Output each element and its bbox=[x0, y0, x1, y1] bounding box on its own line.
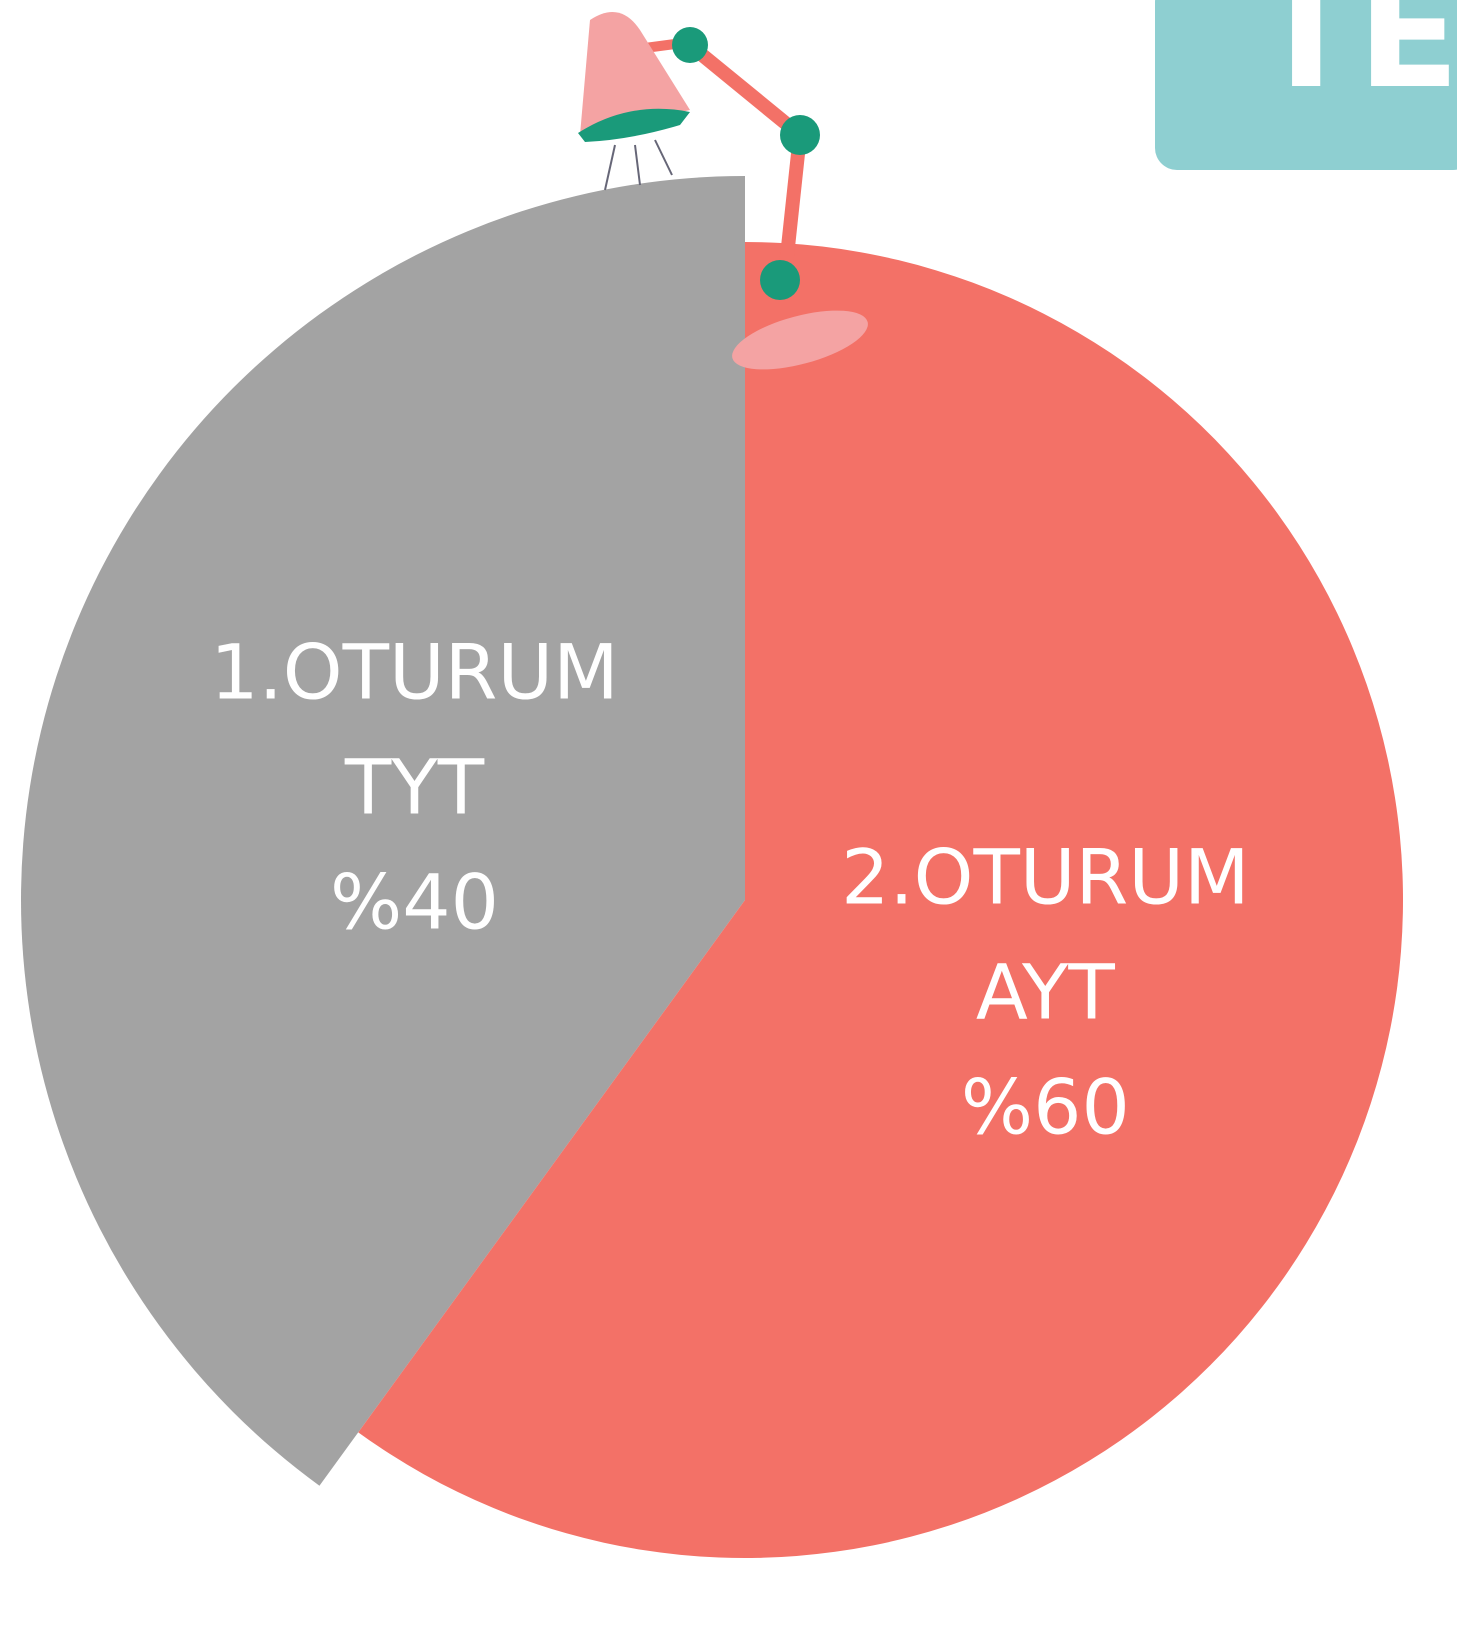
slice-category-label: AYT bbox=[976, 948, 1116, 1037]
pie: 1.OTURUM TYT %40 2.OTURUM AYT %60 bbox=[21, 176, 1403, 1558]
chart: TE 1.OTURUM TYT %40 2.OTURUM AYT %60 bbox=[0, 0, 1457, 1630]
slice-value-label: %60 bbox=[961, 1063, 1130, 1152]
slice-value-label: %40 bbox=[330, 858, 499, 947]
slice-session-label: 1.OTURUM bbox=[210, 628, 618, 717]
slice-session-label: 2.OTURUM bbox=[841, 833, 1249, 922]
slice-category-label: TYT bbox=[344, 743, 485, 832]
header-text: TE bbox=[1255, 0, 1457, 122]
